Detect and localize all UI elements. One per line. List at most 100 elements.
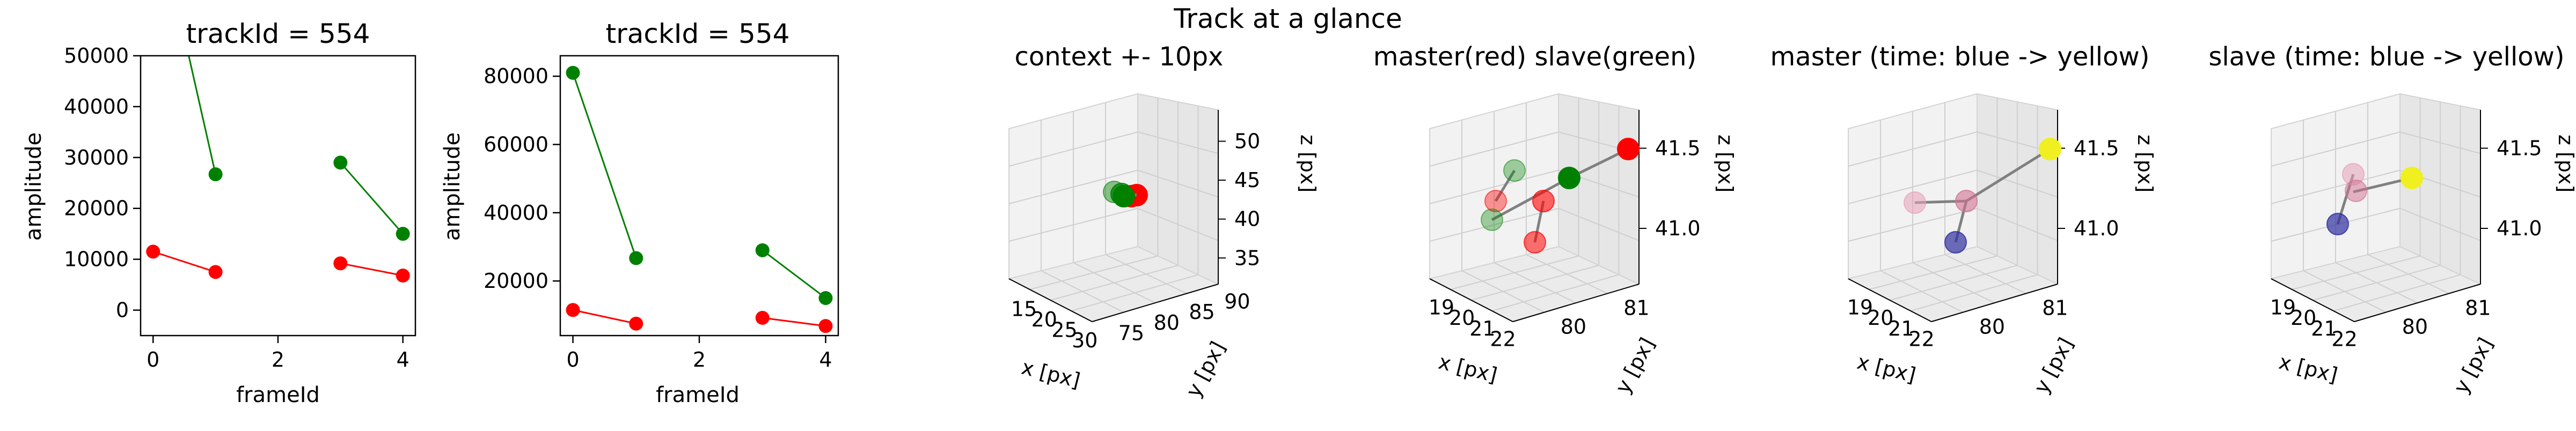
- grid-line: [1105, 254, 1187, 294]
- chart-3-xlabel: x [px]: [1019, 355, 1082, 393]
- x-tick-label: 21: [1469, 317, 1495, 340]
- y-tick-label: 80: [2402, 315, 2428, 339]
- red-point: [146, 244, 160, 259]
- green-series-line: [762, 249, 826, 299]
- chart-2: trackId = 554 frameId amplitude 0 2 4 20000…: [440, 18, 839, 407]
- green-point: [208, 167, 223, 182]
- z-tick-label: 40: [1234, 207, 1260, 231]
- chart-6-ylabel: y [px]: [2449, 334, 2498, 398]
- x-tick-label: 15: [1011, 298, 1037, 321]
- slave-point: [1481, 209, 1503, 231]
- master-point: [1484, 190, 1507, 212]
- y-axis-line: [1092, 284, 1219, 322]
- chart-3-zlabel: z [px]: [1296, 135, 1320, 192]
- grid-line: [2333, 274, 2461, 311]
- grid-line: [2399, 131, 2481, 154]
- x-axis-line: [2271, 278, 2355, 322]
- grid-line: [1944, 254, 2026, 294]
- z-tick-label: 35: [1234, 246, 1260, 270]
- grid-line: [1137, 131, 1219, 154]
- slave-point: [2401, 167, 2423, 189]
- grid-line: [1526, 254, 1608, 294]
- chart-3-title: context +- 10px: [1015, 42, 1224, 72]
- y-axis-line: [1512, 284, 1640, 322]
- y-tick-label: 50000: [64, 44, 129, 68]
- track-link: [1491, 176, 1570, 221]
- chart-6-title: slave (time: blue -> yellow): [2208, 42, 2564, 72]
- x-tick-label: 19: [2270, 295, 2296, 319]
- master-point: [1532, 190, 1555, 212]
- chart-2-ylabel: amplitude: [440, 132, 465, 241]
- y-tick-label: 60000: [484, 133, 548, 157]
- red-point: [208, 265, 223, 279]
- master-point: [1524, 231, 1546, 254]
- chart-4-title: master(red) slave(green): [1373, 42, 1696, 72]
- chart-5-title: master (time: blue -> yellow): [1770, 42, 2150, 72]
- grid-line: [2367, 254, 2449, 294]
- x-tick-label: 0: [566, 348, 579, 371]
- chart-5-ylabel: y [px]: [2029, 334, 2078, 398]
- x-axis-line: [1008, 278, 1093, 322]
- green-series-line: [188, 56, 217, 175]
- grid-line: [1429, 131, 1559, 167]
- chart-4-xlabel: x [px]: [1436, 350, 1499, 388]
- green-series-line: [340, 162, 404, 235]
- chart-1-title: trackId = 554: [186, 18, 370, 49]
- red-series-line: [340, 262, 404, 277]
- master-point: [1955, 190, 1978, 212]
- x-tick-label: 20: [1868, 306, 1893, 330]
- y-tick-label: 85: [1189, 300, 1214, 324]
- x-tick-label: 2: [693, 348, 706, 371]
- z-tick-label: 41.0: [1655, 217, 1701, 240]
- x-tick-label: 30: [1072, 329, 1097, 352]
- red-point: [566, 303, 580, 317]
- chart-3-ylabel: y [px]: [1181, 338, 1230, 402]
- x-tick-label: 19: [1847, 295, 1873, 319]
- red-series-line: [152, 250, 216, 273]
- grid-line: [1912, 262, 1995, 303]
- red-point: [818, 319, 833, 333]
- slave-point: [2326, 213, 2349, 235]
- y-tick-label: 40000: [484, 201, 548, 225]
- red-point: [333, 256, 348, 271]
- chart-5-xlabel: x [px]: [1855, 350, 1918, 388]
- x-tick-label: 4: [397, 348, 409, 371]
- grid-line: [1073, 262, 1155, 303]
- green-point: [566, 65, 580, 80]
- grid-line: [1491, 274, 1619, 311]
- figure-suptitle: Track at a glance: [1173, 3, 1402, 34]
- slave-point: [2345, 180, 2367, 202]
- y-tick-label: 80: [1979, 315, 2005, 339]
- chart-2-plot-area: [559, 55, 839, 337]
- x-tick-label: 19: [1429, 295, 1454, 319]
- y-tick-label: 40000: [64, 95, 129, 118]
- y-tick-label: 81: [2465, 296, 2491, 320]
- z-tick-label: 50: [1234, 130, 1260, 153]
- y-tick-label: 81: [2042, 296, 2068, 320]
- master-point: [1617, 138, 1640, 160]
- chart-1-ylabel: amplitude: [21, 132, 46, 241]
- x-tick-label: 20: [1031, 308, 1057, 331]
- track-link: [1965, 147, 2051, 203]
- z-tick-label: 45: [1234, 168, 1260, 192]
- red-point: [755, 310, 770, 325]
- grid-line: [1494, 262, 1576, 303]
- z-tick-label: 41.5: [2497, 137, 2542, 160]
- chart-6-zlabel: z [px]: [2554, 135, 2576, 192]
- red-series-line: [762, 317, 826, 327]
- master-point: [2039, 138, 2061, 160]
- grid-line: [2335, 262, 2418, 303]
- grid-line: [1910, 274, 2038, 311]
- grid-line: [1071, 274, 1198, 311]
- y-tick-label: 80: [1154, 311, 1180, 335]
- chart-6-xlabel: x [px]: [2277, 350, 2340, 388]
- slave-point: [1558, 167, 1580, 189]
- z-tick-label: 41.5: [2074, 137, 2119, 160]
- grid-line: [1008, 131, 1138, 167]
- chart-1-xlabel: frameId: [236, 383, 320, 407]
- y-tick-label: 10000: [64, 248, 129, 271]
